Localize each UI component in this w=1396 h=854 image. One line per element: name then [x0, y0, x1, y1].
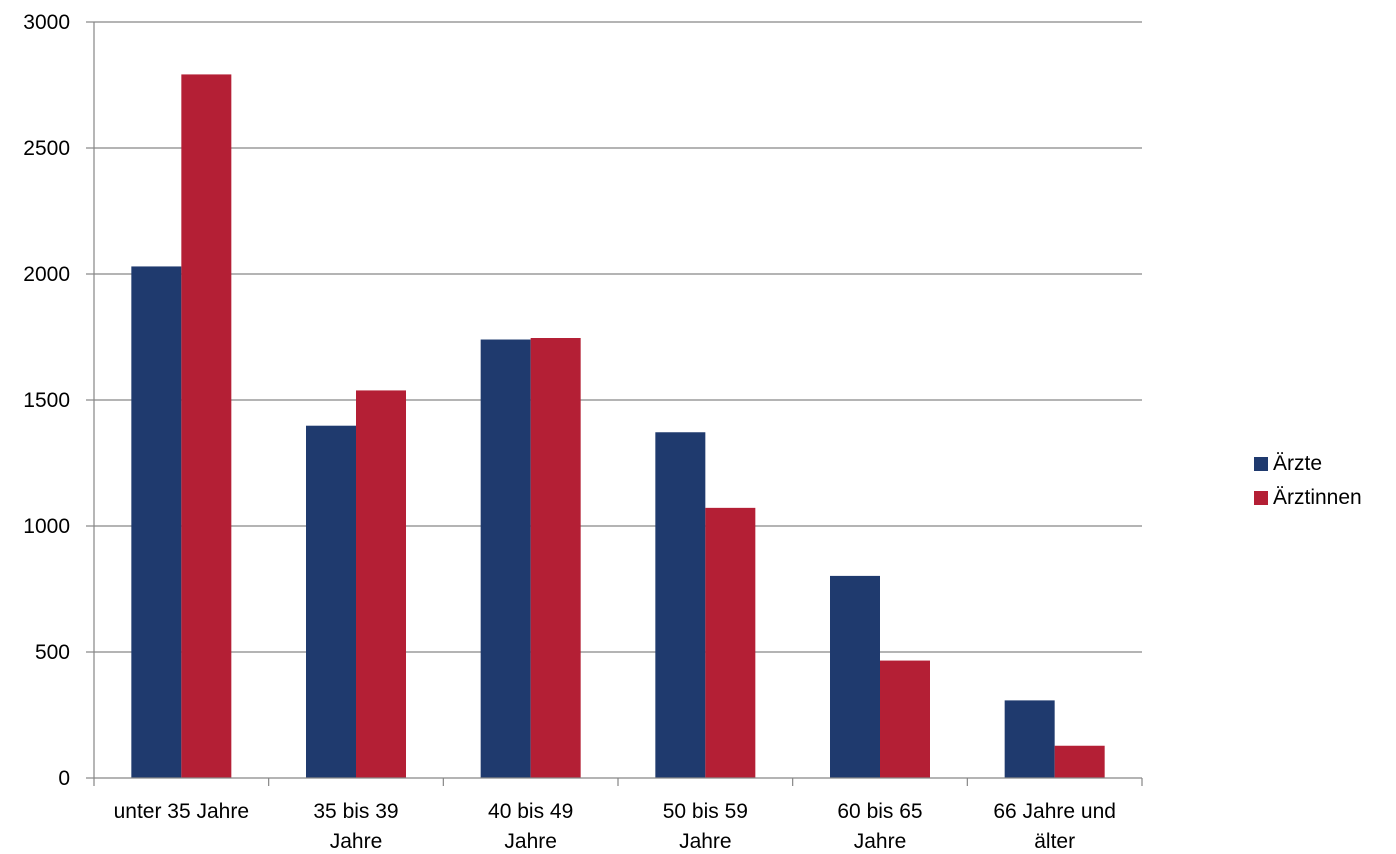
bar-aerzte-1 — [306, 425, 356, 778]
legend-label-aerzte: Ärzte — [1273, 452, 1323, 475]
x-category-label-3: 50 bis 59 Jahre — [663, 800, 748, 853]
x-category-label-line: Jahre — [854, 830, 907, 853]
legend-item-aerztinnen: Ärztinnen — [1254, 481, 1362, 515]
bar-aerzte-3 — [655, 432, 706, 778]
bar-aerztinnen-3 — [705, 507, 756, 778]
bar-aerztinnen-4 — [880, 660, 930, 778]
bar-aerztinnen-1 — [356, 390, 406, 778]
bar-aerzte-5 — [1004, 700, 1055, 778]
legend-swatch-aerztinnen — [1254, 491, 1268, 505]
x-category-label-line: 60 bis 65 — [837, 800, 922, 823]
x-category-label-line: Jahre — [504, 830, 557, 853]
bar-aerztinnen-0 — [181, 74, 232, 778]
x-category-label-line: 40 bis 49 — [488, 800, 573, 823]
bar-aerztinnen-2 — [530, 338, 581, 778]
x-category-label-0: unter 35 Jahre — [114, 800, 249, 823]
y-tick-label-3000: 3000 — [23, 11, 70, 34]
legend: Ärzte Ärztinnen — [1254, 447, 1362, 515]
legend-item-aerzte: Ärzte — [1254, 447, 1362, 481]
y-tick-label-1000: 1000 — [23, 515, 70, 538]
bar-aerzte-4 — [830, 575, 880, 778]
y-tick-label-0: 0 — [58, 767, 70, 790]
x-axis-category-labels: unter 35 Jahre 35 bis 39 Jahre 40 bis 49 Jah… — [114, 800, 1116, 853]
x-category-label-line: Jahre — [330, 830, 383, 853]
y-tick-label-2000: 2000 — [23, 263, 70, 286]
x-category-label-line: 35 bis 39 — [313, 800, 398, 823]
x-category-label-line: 50 bis 59 — [663, 800, 748, 823]
y-tick-label-2500: 2500 — [23, 137, 70, 160]
axes — [93, 22, 1143, 786]
bar-aerzte-2 — [480, 339, 531, 778]
x-category-label-2: 40 bis 49 Jahre — [488, 800, 573, 853]
x-category-label-5: 66 Jahre und älter — [993, 800, 1116, 853]
x-category-label-1: 35 bis 39 Jahre — [313, 800, 398, 853]
y-tick-label-1500: 1500 — [23, 389, 70, 412]
y-tick-label-500: 500 — [35, 641, 70, 664]
legend-label-aerztinnen: Ärztinnen — [1273, 486, 1362, 509]
bars — [131, 74, 1105, 778]
x-category-label-line: 66 Jahre und — [993, 800, 1116, 823]
legend-swatch-aerzte — [1254, 457, 1268, 471]
x-category-label-line: Jahre — [679, 830, 732, 853]
x-category-label-4: 60 bis 65 Jahre — [837, 800, 922, 853]
bar-aerztinnen-5 — [1054, 745, 1105, 778]
bar-aerzte-0 — [131, 266, 182, 778]
y-axis-tick-labels: 0 500 1000 1500 2000 2500 3000 — [23, 11, 70, 790]
x-category-label-line: unter 35 Jahre — [114, 800, 249, 823]
gridlines — [86, 21, 1142, 779]
x-category-label-line: älter — [1034, 830, 1075, 853]
